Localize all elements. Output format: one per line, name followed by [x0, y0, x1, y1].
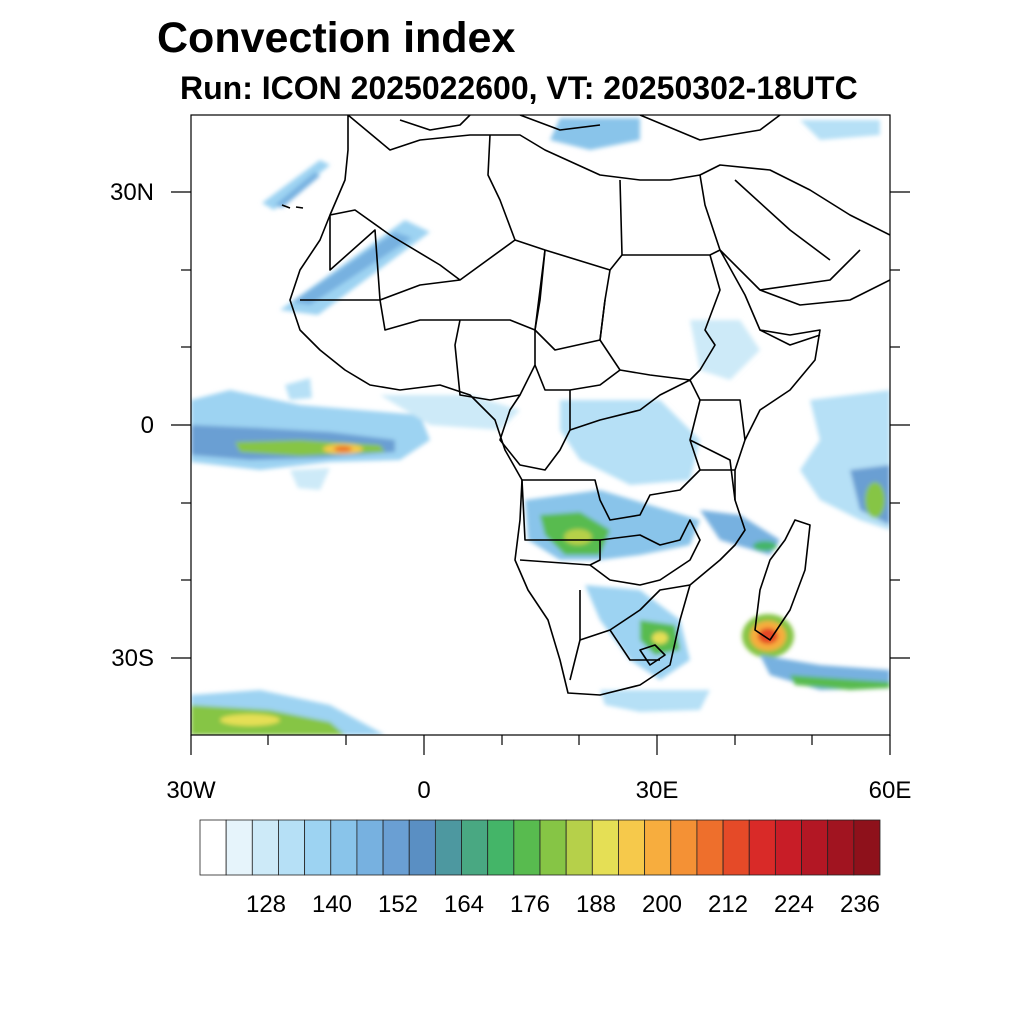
africa-coastline: [289, 115, 821, 696]
border-angola: [519, 479, 601, 566]
colorbar-box: [513, 819, 541, 876]
colorbar-label: 224: [774, 891, 814, 918]
border-south-africa: [569, 629, 660, 681]
arabian-peninsula-coastline: [699, 164, 890, 306]
colorbar-box: [225, 819, 253, 876]
colorbar-label: 140: [312, 891, 352, 918]
x-label-60e: 60E: [869, 777, 912, 804]
shading-ethiopia: [690, 320, 760, 380]
colorbar-box: [251, 819, 279, 876]
colorbar-box: [199, 819, 227, 876]
shading-cyclone-core: [758, 628, 778, 644]
colorbar: [199, 819, 881, 876]
shading-north-atlantic-core: [275, 172, 320, 208]
map-title: Convection index: [157, 14, 516, 62]
shading-east-med: [800, 120, 880, 140]
shading-mozambique-core: [753, 541, 777, 551]
colorbar-box: [278, 819, 306, 876]
colorbar-box: [382, 819, 410, 876]
colorbar-box: [565, 819, 593, 876]
colorbar-box: [330, 819, 358, 876]
colorbar-box: [539, 819, 567, 876]
colorbar-box: [487, 819, 515, 876]
border-libya-egypt: [609, 179, 623, 271]
border-algeria-libya: [487, 134, 516, 241]
shading-south-coast: [600, 690, 710, 712]
shading-south-atlantic-peak: [220, 714, 280, 726]
border-chad: [534, 249, 611, 351]
colorbar-labels: 128 140 152 164 176 188 200 212 224 236: [246, 891, 880, 918]
border-namibia-botswana: [579, 584, 691, 641]
colorbar-box: [591, 819, 619, 876]
shading-atlantic-spot: [285, 378, 312, 400]
europe-coastline: [399, 115, 781, 141]
colorbar-box: [670, 819, 698, 876]
border-east-africa: [689, 399, 746, 501]
convection-shading: [191, 118, 890, 735]
colorbar-label: 200: [642, 891, 682, 918]
shading-indian-ocean-green: [865, 482, 885, 518]
border-drc: [522, 379, 701, 521]
colorbar-box: [618, 819, 646, 876]
border-central-africa: [534, 364, 621, 391]
colorbar-box: [696, 819, 724, 876]
border-mauritania: [300, 215, 381, 301]
horn-of-africa-coastline: [759, 329, 821, 346]
plot-frame: [171, 114, 910, 755]
colorbar-box: [304, 819, 332, 876]
shading-mediterranean: [550, 118, 640, 150]
colorbar-box: [434, 819, 462, 876]
x-label-30w: 30W: [166, 777, 216, 804]
colorbar-label: 176: [510, 891, 550, 918]
y-label-30n: 30N: [110, 179, 154, 206]
colorbar-box: [356, 819, 384, 876]
border-zambia-zimbabwe: [589, 519, 701, 586]
shading-north-atlantic: [262, 160, 330, 210]
colorbar-box: [722, 819, 750, 876]
border-sudan: [622, 249, 721, 256]
country-boundaries: [281, 115, 890, 696]
shading-south-atlantic-plume: [290, 468, 330, 490]
x-label-30e: 30E: [636, 777, 679, 804]
lesotho-border: [639, 644, 666, 666]
shading-angola-peak: [564, 529, 592, 545]
y-label-0: 0: [141, 412, 154, 439]
colorbar-box: [774, 819, 802, 876]
shading-west-sahara-core: [292, 232, 412, 305]
map-subtitle: Run: ICON 2025022600, VT: 20250302-18UTC: [180, 70, 858, 106]
border-nigeria: [454, 319, 536, 401]
shading-limpopo-peak: [652, 632, 668, 644]
colorbar-label: 164: [444, 891, 484, 918]
canary-islands: [281, 204, 304, 209]
colorbar-label: 212: [708, 891, 748, 918]
border-arabia: [734, 179, 861, 291]
y-ticks: [171, 191, 910, 659]
x-label-0: 0: [417, 777, 430, 804]
border-morocco: [329, 209, 461, 281]
colorbar-box: [644, 819, 672, 876]
colorbar-box: [461, 819, 489, 876]
colorbar-box: [853, 819, 881, 876]
border-congo: [499, 390, 571, 471]
colorbar-label: 236: [840, 891, 880, 918]
border-sudan-south: [599, 254, 721, 381]
colorbar-box: [408, 819, 436, 876]
colorbar-label: 188: [576, 891, 616, 918]
x-ticks: [190, 735, 891, 755]
shading-cyclone-tail-core: [790, 675, 890, 690]
colorbar-box: [827, 819, 855, 876]
colorbar-box: [748, 819, 776, 876]
shading-gulf-guinea-max: [334, 446, 352, 452]
colorbar-box: [801, 819, 829, 876]
colorbar-label: 128: [246, 891, 286, 918]
madagascar-coastline: [754, 519, 811, 641]
y-label-30s: 30S: [111, 645, 154, 672]
shading-west-africa: [380, 395, 520, 430]
border-sahel: [379, 239, 611, 301]
colorbar-label: 152: [378, 891, 418, 918]
